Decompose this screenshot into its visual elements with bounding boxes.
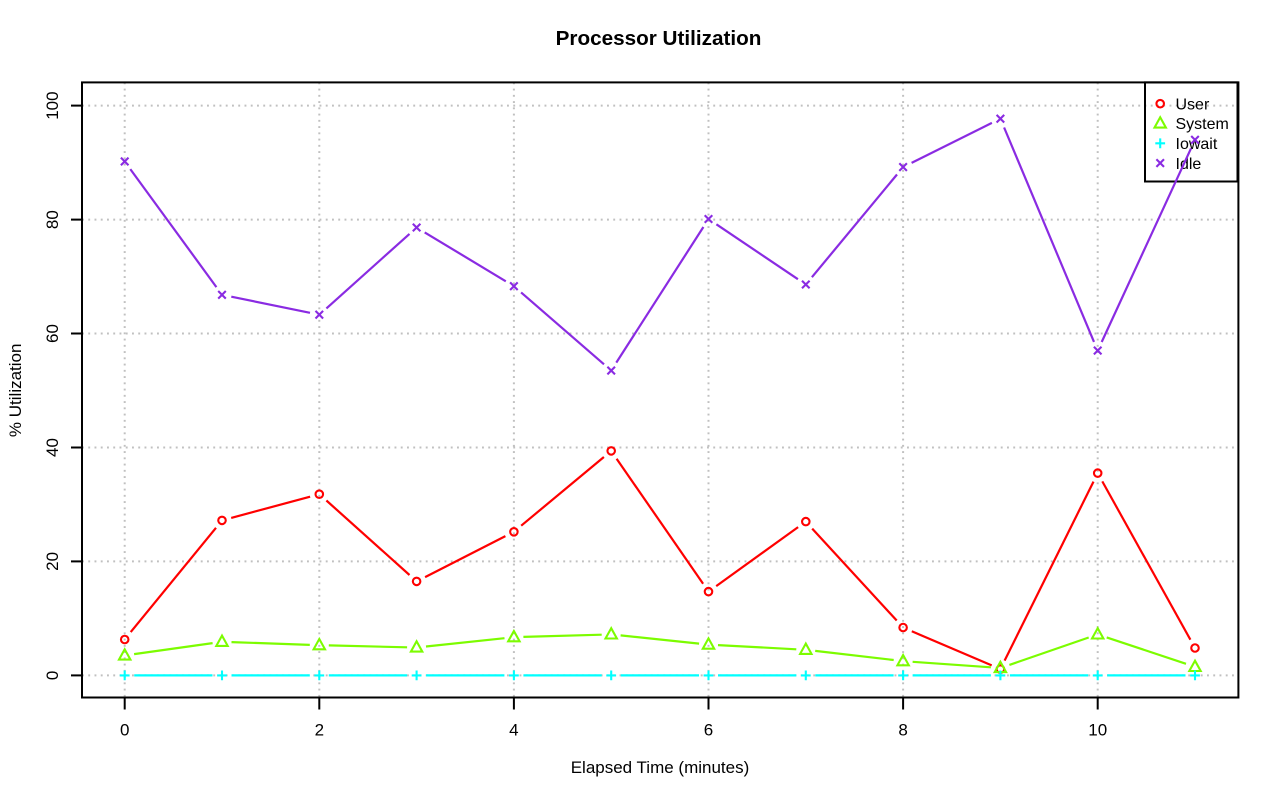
svg-text:System: System (1176, 116, 1229, 133)
svg-text:80: 80 (43, 210, 62, 229)
svg-text:2: 2 (315, 721, 324, 740)
svg-text:6: 6 (704, 721, 713, 740)
svg-text:0: 0 (120, 721, 129, 740)
svg-text:Processor Utilization: Processor Utilization (556, 27, 762, 50)
svg-text:20: 20 (43, 552, 62, 571)
svg-text:40: 40 (43, 438, 62, 457)
svg-text:% Utilization: % Utilization (6, 344, 25, 438)
svg-text:User: User (1176, 96, 1210, 113)
svg-text:Iowait: Iowait (1176, 136, 1218, 153)
svg-text:60: 60 (43, 324, 62, 343)
svg-text:8: 8 (898, 721, 907, 740)
svg-text:4: 4 (509, 721, 518, 740)
svg-text:0: 0 (43, 671, 62, 680)
svg-text:100: 100 (43, 91, 62, 119)
svg-text:Idle: Idle (1176, 156, 1202, 173)
svg-text:10: 10 (1088, 721, 1107, 740)
svg-text:Elapsed Time (minutes): Elapsed Time (minutes) (571, 758, 750, 777)
